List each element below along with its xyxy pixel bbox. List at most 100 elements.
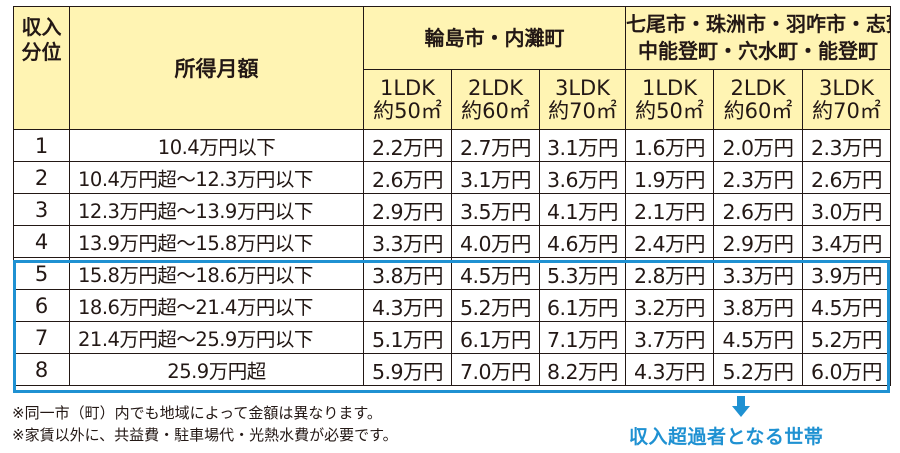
rent-cell: 3.3万円 [363, 225, 452, 258]
room-layout: 3LDK [554, 75, 610, 100]
rent-cell: 2.3万円 [801, 129, 892, 162]
income-rank-cell: 6 [13, 289, 70, 322]
rent-cell: 4.5万円 [451, 257, 540, 290]
rent-cell: 6.1万円 [451, 321, 540, 354]
room-size: 約50㎡ [373, 98, 442, 123]
rent-cell: 8.2万円 [539, 353, 626, 386]
header-room-type: 2LDK 約60㎡ [713, 69, 803, 130]
rent-cell: 3.4万円 [801, 225, 892, 258]
header-area-nanao-line2: 中能登町・穴水町・能登町 [638, 39, 878, 63]
rent-cell: 3.1万円 [451, 161, 540, 194]
rent-cell: 2.7万円 [451, 129, 540, 162]
rent-cell: 2.3万円 [713, 161, 803, 194]
header-area-nanao-line1: 七尾市・珠洲市・羽咋市・志賀町 [626, 12, 890, 36]
rent-cell: 3.0万円 [801, 193, 892, 226]
header-room-type: 1LDK 約50㎡ [625, 69, 714, 130]
note-line: ※家賃以外に、共益費・駐車場代・光熱水費が必要です。 [12, 426, 398, 444]
rent-cell: 3.8万円 [713, 289, 803, 322]
rent-cell: 7.0万円 [451, 353, 540, 386]
room-layout: 1LDK [379, 75, 435, 100]
rent-cell: 2.8万円 [625, 257, 714, 290]
rent-cell: 3.6万円 [539, 161, 626, 194]
rent-cell: 2.6万円 [801, 161, 892, 194]
room-size: 約70㎡ [548, 98, 617, 123]
rent-cell: 3.1万円 [539, 129, 626, 162]
rent-cell: 4.3万円 [625, 353, 714, 386]
rent-cell: 2.6万円 [363, 161, 452, 194]
monthly-income-cell: 10.4万円超～12.3万円以下 [69, 161, 364, 194]
header-room-type: 3LDK 約70㎡ [539, 69, 626, 130]
income-rank-cell: 3 [13, 193, 70, 226]
rent-cell: 6.1万円 [539, 289, 626, 322]
rent-cell: 2.9万円 [713, 225, 803, 258]
rent-cell: 3.9万円 [801, 257, 892, 290]
room-layout: 2LDK [467, 75, 523, 100]
rent-cell: 4.1万円 [539, 193, 626, 226]
table-row: 5 15.8万円超～18.6万円以下 3.8万円 4.5万円 5.3万円 2.8万円 3.3… [13, 257, 892, 290]
header-room-type: 3LDK 約70㎡ [801, 69, 892, 130]
room-size: 約70㎡ [812, 98, 881, 123]
monthly-income-cell: 10.4万円以下 [69, 129, 364, 162]
rent-cell: 2.6万円 [713, 193, 803, 226]
rent-cell: 4.5万円 [801, 289, 892, 322]
room-size: 約60㎡ [723, 98, 793, 123]
rent-cell: 4.0万円 [451, 225, 540, 258]
header-room-type: 2LDK 約60㎡ [451, 69, 540, 130]
income-rank-cell: 2 [13, 161, 70, 194]
table-row: 4 13.9万円超～15.8万円以下 3.3万円 4.0万円 4.6万円 2.4万円 2.9… [13, 225, 892, 258]
rent-cell: 5.9万円 [363, 353, 452, 386]
rent-cell: 3.3万円 [713, 257, 803, 290]
table-row: 6 18.6万円超～21.4万円以下 4.3万円 5.2万円 6.1万円 3.2万円 3.8… [13, 289, 892, 322]
rent-cell: 5.3万円 [539, 257, 626, 290]
rent-cell: 5.2万円 [801, 321, 892, 354]
monthly-income-cell: 15.8万円超～18.6万円以下 [69, 257, 364, 290]
rent-cell: 1.6万円 [625, 129, 714, 162]
rent-cell: 3.5万円 [451, 193, 540, 226]
rent-table: 収入 分位 所得月額 輪島市・内灘町 七尾市・珠洲市・羽咋市・志賀町 中能登町・… [13, 6, 892, 386]
rent-cell: 6.0万円 [801, 353, 892, 386]
header-area-nanao-group: 七尾市・珠洲市・羽咋市・志賀町 中能登町・穴水町・能登町 [624, 6, 892, 70]
down-arrow-icon [732, 396, 750, 417]
notes: ※同一市（町）内でも地域によって金額は異なります。 ※家賃以外に、共益費・駐車場… [12, 402, 398, 446]
table-row: 8 25.9万円超 5.9万円 7.0万円 8.2万円 4.3万円 5.2万円 6.0万円 [13, 353, 892, 386]
rent-cell: 4.5万円 [713, 321, 803, 354]
header-room-type: 1LDK 約50㎡ [363, 69, 452, 130]
rent-cell: 2.4万円 [625, 225, 714, 258]
income-rank-cell: 7 [13, 321, 70, 354]
table-row: 1 10.4万円以下 2.2万円 2.7万円 3.1万円 1.6万円 2.0万円 2.3万円 [13, 129, 892, 162]
room-size: 約50㎡ [635, 98, 704, 123]
rent-cell: 2.9万円 [363, 193, 452, 226]
rent-cell: 7.1万円 [539, 321, 626, 354]
monthly-income-cell: 18.6万円超～21.4万円以下 [69, 289, 364, 322]
monthly-income-cell: 21.4万円超～25.9万円以下 [69, 321, 364, 354]
table-row: 3 12.3万円超～13.9万円以下 2.9万円 3.5万円 4.1万円 2.1万円 2.6… [13, 193, 892, 226]
income-rank-cell: 4 [13, 225, 70, 258]
income-excess-callout: 収入超過者となる世帯 [629, 426, 824, 448]
room-layout: 1LDK [641, 75, 697, 100]
rent-cell: 1.9万円 [625, 161, 714, 194]
monthly-income-cell: 12.3万円超～13.9万円以下 [69, 193, 364, 226]
rent-cell: 3.8万円 [363, 257, 452, 290]
income-rank-cell: 8 [13, 353, 70, 386]
room-layout: 3LDK [819, 75, 875, 100]
rent-cell: 3.2万円 [625, 289, 714, 322]
monthly-income-cell: 13.9万円超～15.8万円以下 [69, 225, 364, 258]
table-row: 2 10.4万円超～12.3万円以下 2.6万円 3.1万円 3.6万円 1.9万円 2.3… [13, 161, 892, 194]
rent-cell: 2.0万円 [713, 129, 803, 162]
table-row: 7 21.4万円超～25.9万円以下 5.1万円 6.1万円 7.1万円 3.7万円 4.5… [13, 321, 892, 354]
room-size: 約60㎡ [461, 98, 530, 123]
note-line: ※同一市（町）内でも地域によって金額は異なります。 [12, 404, 382, 422]
rent-cell: 2.2万円 [363, 129, 452, 162]
rent-cell: 3.7万円 [625, 321, 714, 354]
income-rank-cell: 1 [13, 129, 70, 162]
room-layout: 2LDK [730, 75, 786, 100]
rent-cell: 5.2万円 [451, 289, 540, 322]
rent-cell: 4.3万円 [363, 289, 452, 322]
rent-cell: 5.2万円 [713, 353, 803, 386]
rent-cell: 4.6万円 [539, 225, 626, 258]
header-area-wajima-uchinada: 輪島市・内灘町 [363, 6, 626, 70]
monthly-income-cell: 25.9万円超 [69, 353, 364, 386]
header-monthly-income: 所得月額 [69, 6, 364, 130]
income-rank-cell: 5 [13, 257, 70, 290]
rent-cell: 2.1万円 [625, 193, 714, 226]
